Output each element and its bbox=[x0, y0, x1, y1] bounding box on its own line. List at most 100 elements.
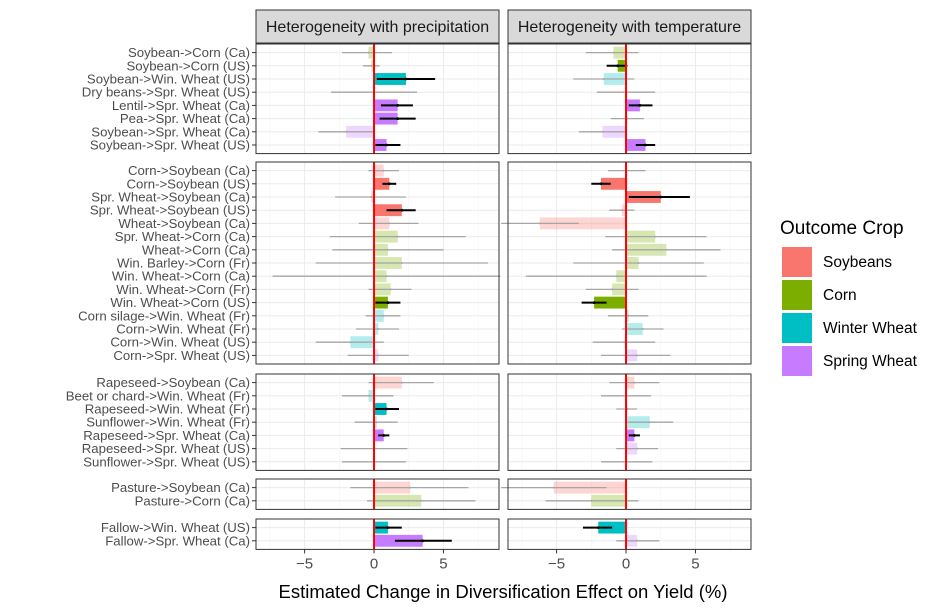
row-label: Sunflower->Spr. Wheat (US) bbox=[83, 454, 250, 469]
row-label: Dry beans->Spr. Wheat (US) bbox=[82, 85, 250, 100]
row-label: Rapeseed->Win. Wheat (Fr) bbox=[85, 402, 250, 417]
row-label: Corn->Spr. Wheat (US) bbox=[113, 348, 250, 363]
facet-title-precip: Heterogeneity with precipitation bbox=[266, 19, 489, 36]
point-estimate bbox=[590, 499, 593, 502]
row-label: Pasture->Corn (Ca) bbox=[135, 493, 250, 508]
row-label: Soybean->Corn (Ca) bbox=[128, 45, 250, 60]
row-label: Corn->Win. Wheat (US) bbox=[110, 335, 250, 350]
x-tick-label: 5 bbox=[691, 555, 699, 572]
point-estimate bbox=[665, 248, 668, 251]
point-estimate bbox=[420, 499, 423, 502]
point-estimate bbox=[382, 314, 385, 317]
point-estimate bbox=[596, 526, 600, 529]
row-label: Win. Barley->Corn (Fr) bbox=[117, 256, 250, 271]
point-estimate bbox=[601, 130, 604, 133]
row-label: Win. Wheat->Corn (Fr) bbox=[116, 282, 250, 297]
panel-border bbox=[507, 518, 752, 550]
point-estimate bbox=[538, 222, 541, 225]
row-label: Rapeseed->Spr. Wheat (US) bbox=[82, 441, 250, 456]
panel-border bbox=[255, 518, 500, 550]
point-estimate bbox=[389, 288, 392, 291]
point-estimate bbox=[636, 354, 639, 357]
point-estimate bbox=[404, 77, 408, 81]
row-label: Lentil->Spr. Wheat (Ca) bbox=[112, 98, 250, 113]
point-estimate bbox=[599, 182, 603, 186]
panel-border bbox=[255, 373, 500, 471]
row-label: Rapeseed->Soybean (Ca) bbox=[96, 375, 250, 390]
x-axis-label: Estimated Change in Diversification Effe… bbox=[278, 581, 727, 602]
row-label: Pasture->Soybean (Ca) bbox=[111, 480, 250, 495]
point-estimate bbox=[400, 208, 404, 212]
panel-background bbox=[508, 519, 751, 550]
row-label: Corn silage->Win. Wheat (Fr) bbox=[78, 308, 250, 323]
point-estimate bbox=[612, 51, 615, 54]
point-estimate bbox=[616, 64, 620, 68]
row-label: Win. Wheat->Corn (US) bbox=[110, 295, 250, 310]
row-label: Spr. Wheat->Corn (Ca) bbox=[115, 229, 250, 244]
point-estimate bbox=[637, 262, 640, 264]
point-estimate bbox=[633, 381, 636, 384]
facet-strip-temp: Heterogeneity with temperature bbox=[507, 9, 752, 44]
point-estimate bbox=[396, 117, 400, 120]
panel-border bbox=[507, 161, 752, 365]
facet-title-temp: Heterogeneity with temperature bbox=[518, 19, 741, 36]
point-estimate bbox=[638, 104, 642, 107]
point-estimate bbox=[386, 526, 390, 529]
legend-label: Corn bbox=[823, 287, 857, 304]
x-tick-label: 0 bbox=[622, 555, 630, 572]
point-estimate bbox=[345, 130, 348, 133]
row-label: Soybean->Corn (US) bbox=[126, 58, 250, 73]
facets-layer: Soybean->Corn (Ca)Soybean->Corn (US) Soyb… bbox=[66, 43, 752, 550]
row-label: Spr. Wheat->Soybean (Ca) bbox=[91, 190, 250, 205]
point-estimate bbox=[611, 288, 614, 291]
point-estimate bbox=[654, 235, 657, 238]
legend-label: Spring Wheat bbox=[823, 353, 918, 370]
point-estimate bbox=[387, 182, 391, 186]
row-label: Beet or chard->Win. Wheat (Fr) bbox=[66, 388, 250, 403]
point-estimate bbox=[636, 447, 639, 450]
row-label: Rapeseed->Spr. Wheat (Ca) bbox=[83, 428, 250, 443]
point-estimate bbox=[396, 104, 400, 107]
point-estimate bbox=[385, 275, 388, 278]
point-estimate bbox=[627, 314, 630, 317]
panel-border bbox=[255, 161, 500, 365]
row-label: Pea->Spr. Wheat (Ca) bbox=[120, 111, 250, 126]
row-label: Sunflower->Win. Wheat (Fr) bbox=[86, 415, 250, 430]
row-label: Fallow->Win. Wheat (US) bbox=[101, 520, 250, 535]
legend-title: Outcome Crop bbox=[780, 218, 904, 239]
point-estimate bbox=[367, 394, 370, 397]
point-estimate bbox=[377, 354, 380, 357]
facet-strip-precip: Heterogeneity with precipitation bbox=[255, 9, 500, 44]
point-estimate bbox=[644, 143, 647, 147]
point-estimate bbox=[377, 328, 380, 330]
legend-label: Winter Wheat bbox=[823, 320, 918, 337]
point-estimate bbox=[648, 421, 651, 424]
row-label: Corn->Soybean (US) bbox=[126, 176, 250, 191]
point-estimate bbox=[385, 407, 388, 411]
panel-border bbox=[255, 478, 500, 510]
row-label: Soybean->Spr. Wheat (Ca) bbox=[91, 124, 250, 139]
row-label: Corn->Soybean (Ca) bbox=[128, 163, 250, 178]
legend-swatch bbox=[782, 280, 812, 310]
point-estimate bbox=[641, 328, 644, 330]
point-estimate bbox=[386, 248, 389, 251]
point-estimate bbox=[592, 301, 596, 304]
row-label: Fallow->Spr. Wheat (Ca) bbox=[105, 533, 250, 548]
point-estimate bbox=[400, 381, 403, 384]
panel-background bbox=[508, 44, 751, 154]
point-estimate bbox=[385, 143, 388, 147]
point-estimate bbox=[602, 78, 605, 80]
panel-border bbox=[255, 43, 500, 155]
point-estimate bbox=[659, 195, 663, 199]
bar bbox=[601, 177, 627, 190]
bar bbox=[626, 139, 646, 151]
row-label: Wheat->Soybean (Ca) bbox=[118, 216, 250, 231]
point-estimate bbox=[382, 169, 385, 172]
panel-background bbox=[256, 44, 499, 154]
point-estimate bbox=[370, 196, 373, 198]
panel-background bbox=[508, 479, 751, 510]
bar bbox=[374, 177, 390, 190]
point-estimate bbox=[552, 486, 555, 489]
point-estimate bbox=[396, 235, 399, 238]
